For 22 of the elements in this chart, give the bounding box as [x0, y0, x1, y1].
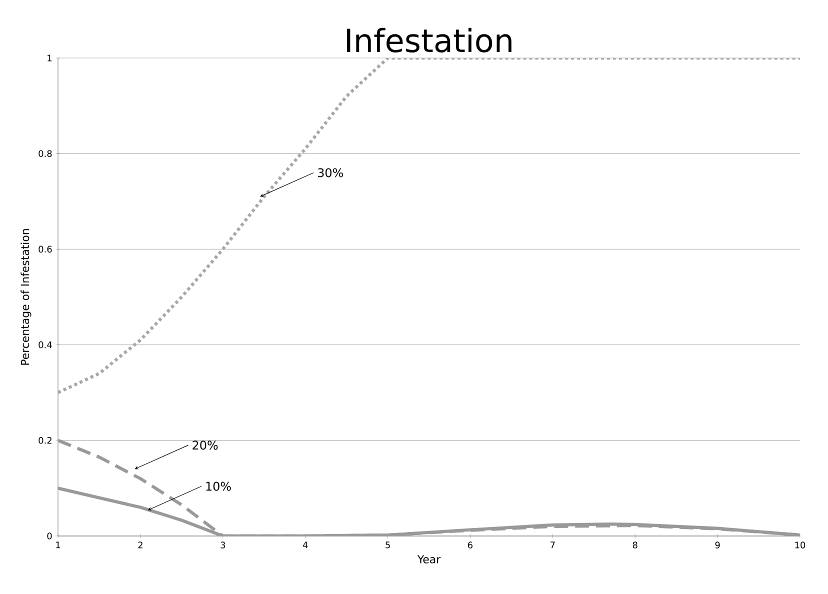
x-tick-label: 2: [138, 542, 142, 548]
x-tick-label: 7: [550, 542, 555, 548]
x-tick-label: 5: [386, 542, 390, 548]
annotation: 20%: [192, 440, 218, 450]
y-tick-label: 0.8: [38, 150, 52, 157]
annotation: 10%: [206, 482, 231, 491]
x-tick-label: 3: [220, 542, 226, 548]
x-tick-label: 10: [795, 542, 806, 548]
x-tick-label: 6: [468, 542, 473, 548]
y-tick-label: 0.2: [38, 437, 52, 444]
x-tick-label: 1: [56, 542, 60, 548]
y-tick-label: 0: [47, 532, 52, 540]
annotation: 30%: [318, 168, 344, 178]
x-tick-label: 9: [715, 542, 720, 548]
y-axis-title: Percentage of Infestation: [20, 229, 32, 365]
x-tick-label: 4: [302, 542, 308, 548]
chart-title: Infestation: [347, 28, 512, 52]
y-tick-label: 1: [48, 54, 52, 62]
y-tick-label: 0.6: [38, 246, 52, 253]
x-axis-title: Year: [417, 555, 441, 564]
y-tick-label: 0.4: [38, 341, 52, 348]
x-tick-label: 8: [632, 542, 638, 548]
